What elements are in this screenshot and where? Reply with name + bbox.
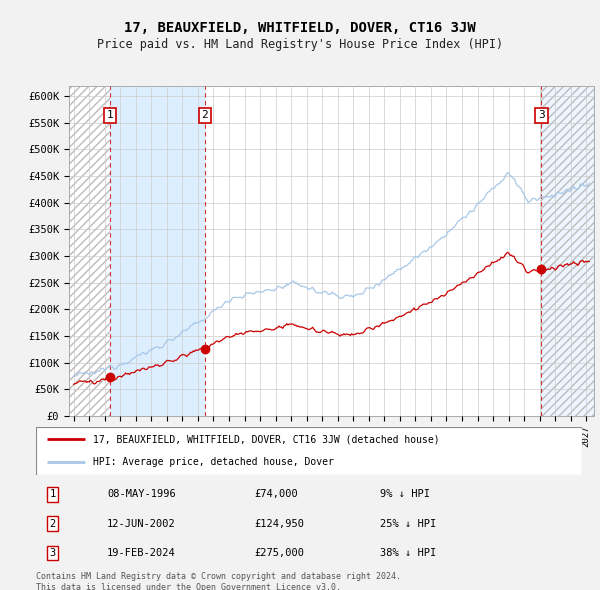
Text: 9% ↓ HPI: 9% ↓ HPI	[380, 489, 430, 499]
Bar	[69, 86, 110, 416]
Text: 25% ↓ HPI: 25% ↓ HPI	[380, 519, 436, 529]
Text: 08-MAY-1996: 08-MAY-1996	[107, 489, 176, 499]
Text: 1: 1	[49, 489, 56, 499]
Text: HPI: Average price, detached house, Dover: HPI: Average price, detached house, Dove…	[94, 457, 334, 467]
Text: 2: 2	[202, 110, 208, 120]
Text: 12-JUN-2002: 12-JUN-2002	[107, 519, 176, 529]
Text: 38% ↓ HPI: 38% ↓ HPI	[380, 548, 436, 558]
Text: 2: 2	[49, 519, 56, 529]
Text: Contains HM Land Registry data © Crown copyright and database right 2024.
This d: Contains HM Land Registry data © Crown c…	[36, 572, 401, 590]
Bar	[541, 86, 594, 416]
Text: £275,000: £275,000	[254, 548, 304, 558]
Text: £124,950: £124,950	[254, 519, 304, 529]
Text: 17, BEAUXFIELD, WHITFIELD, DOVER, CT16 3JW (detached house): 17, BEAUXFIELD, WHITFIELD, DOVER, CT16 3…	[94, 434, 440, 444]
Text: 3: 3	[49, 548, 56, 558]
Text: Price paid vs. HM Land Registry's House Price Index (HPI): Price paid vs. HM Land Registry's House …	[97, 38, 503, 51]
Text: 19-FEB-2024: 19-FEB-2024	[107, 548, 176, 558]
Text: 17, BEAUXFIELD, WHITFIELD, DOVER, CT16 3JW: 17, BEAUXFIELD, WHITFIELD, DOVER, CT16 3…	[124, 21, 476, 35]
Bar	[110, 86, 205, 416]
Text: £74,000: £74,000	[254, 489, 298, 499]
Bar	[541, 86, 594, 416]
Bar	[69, 86, 110, 416]
Text: 3: 3	[538, 110, 545, 120]
Text: 1: 1	[107, 110, 113, 120]
